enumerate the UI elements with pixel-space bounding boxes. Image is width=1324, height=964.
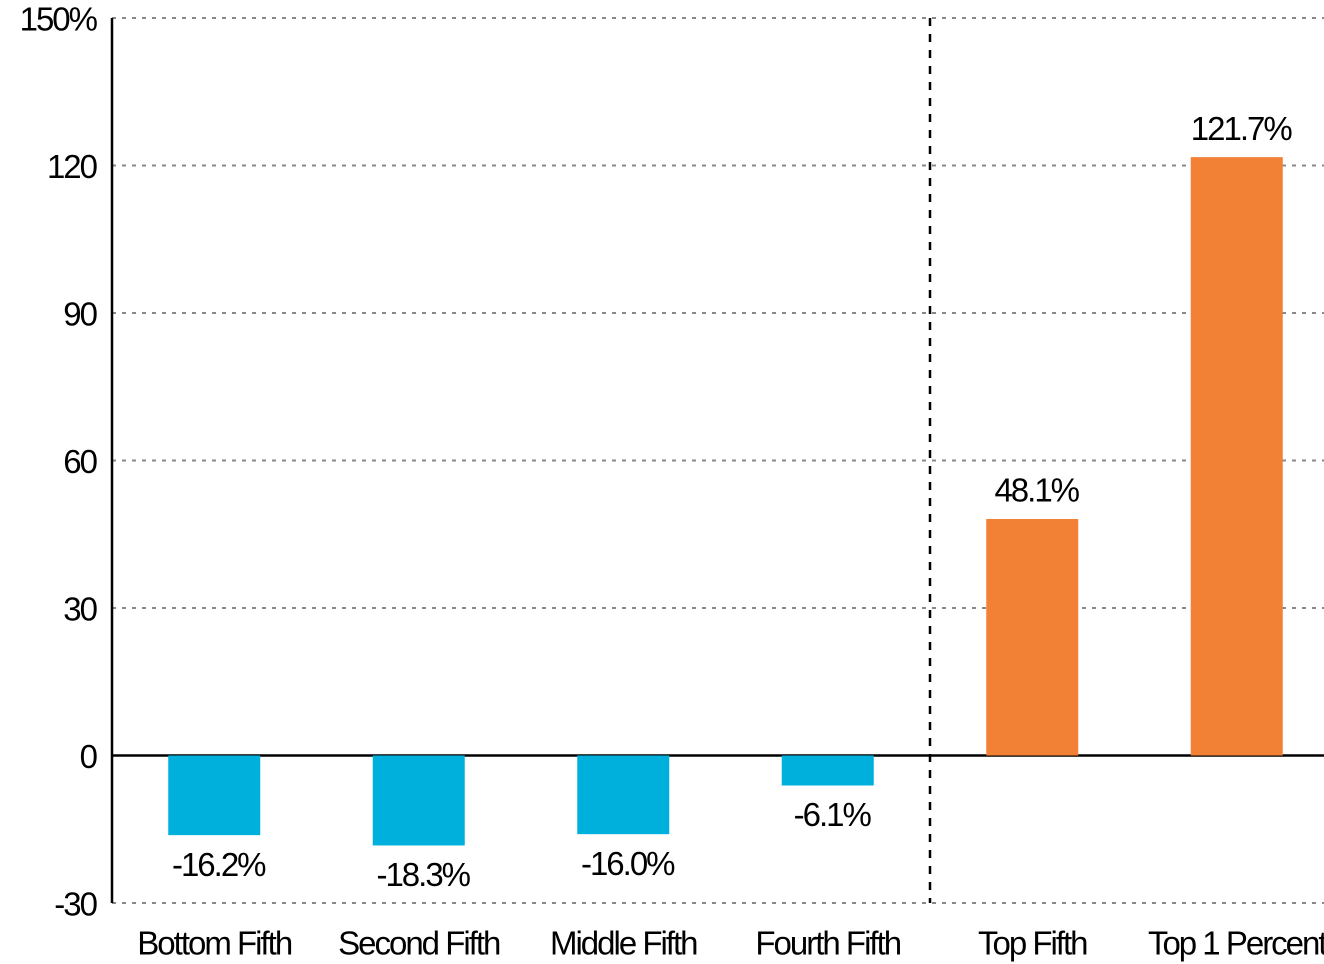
value-label: -16.0% [581,845,675,882]
y-tick-label: 90 [63,296,97,333]
value-label: 121.7% [1191,110,1293,147]
bar [372,755,465,846]
x-tick-label: Top Fifth [978,925,1087,962]
y-tick-label: -30 [54,886,97,923]
value-label: -16.2% [172,846,266,883]
x-tick-label: Bottom Fifth [137,925,292,962]
x-tick-label: Middle Fifth [550,925,697,962]
value-label: -18.3% [376,856,470,893]
y-tick-label: 30 [63,591,97,628]
y-tick-label: 150% [20,1,98,38]
bar [168,755,261,836]
x-tick-label: Top 1 Percent [1148,925,1324,962]
value-label: -6.1% [794,796,872,833]
y-tick-label: 0 [80,738,98,775]
y-tick-label: 60 [63,443,97,480]
bar [986,519,1079,756]
bar [1190,157,1283,756]
x-tick-label: Second Fifth [338,925,500,962]
value-label: 48.1% [994,472,1079,509]
bar [781,755,874,786]
x-tick-label: Fourth Fifth [755,925,900,962]
bar [577,755,670,835]
y-tick-label: 120 [47,148,98,185]
